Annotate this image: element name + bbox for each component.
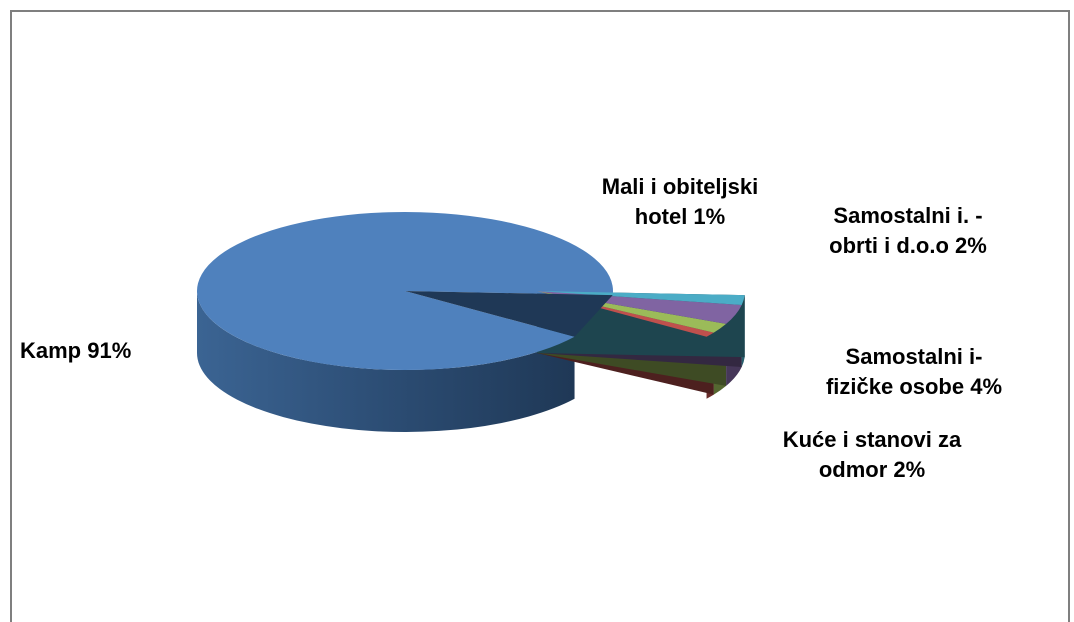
data-label-kamp: Kamp 91% [20,338,131,363]
data-label-mali-i-obiteljski-hotel: Mali i obiteljski hotel 1% [602,174,758,229]
data-label-line: obrti i d.o.o 2% [829,233,987,258]
data-label-kuce-i-stanovi-za-odmor: Kuće i stanovi za odmor 2% [783,427,962,482]
data-label-line: Kamp 91% [20,338,131,363]
data-label-samostalni-i-fizicke-osobe: Samostalni i-fizičke osobe 4% [826,344,1002,399]
data-label-line: fizičke osobe 4% [826,374,1002,399]
data-label-line: hotel 1% [635,204,725,229]
data-label-samostalni-i-obrti-i-d-o-o: Samostalni i. - obrti i d.o.o 2% [829,203,987,258]
data-label-line: Kuće i stanovi za [783,427,962,452]
data-label-line: Samostalni i- [846,344,983,369]
data-label-line: odmor 2% [819,457,925,482]
data-label-line: Mali i obiteljski [602,174,758,199]
data-label-line: Samostalni i. - [833,203,982,228]
pie-slice-kamp [197,212,613,370]
